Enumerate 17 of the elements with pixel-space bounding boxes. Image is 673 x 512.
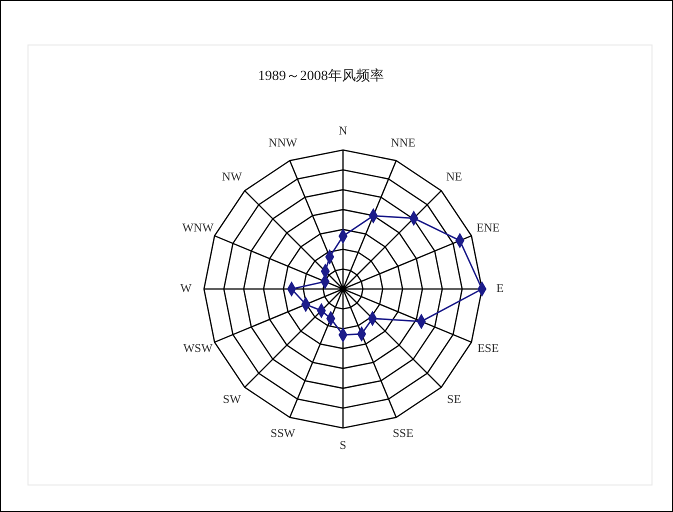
spoke-label: N [338,124,348,138]
chart-title: 1989～2008年风频率 [258,68,384,84]
spoke-label: SSW [270,426,296,440]
spoke-label: E [496,280,504,295]
spoke-label: SW [222,392,242,406]
spoke-label: ENE [476,220,500,235]
spoke-label: ESE [477,340,499,355]
spoke-label: S [340,438,346,452]
spoke-label: SSE [392,426,414,440]
spoke-label: SE [447,392,462,406]
spoke-label: NNW [268,136,298,150]
spoke-label: WNW [182,220,214,235]
spoke-label: NE [446,170,462,184]
spoke-label: NNE [390,136,416,150]
spoke-label: W [180,280,192,295]
spoke-label: WSW [183,340,214,355]
spoke-label: NW [222,170,243,184]
